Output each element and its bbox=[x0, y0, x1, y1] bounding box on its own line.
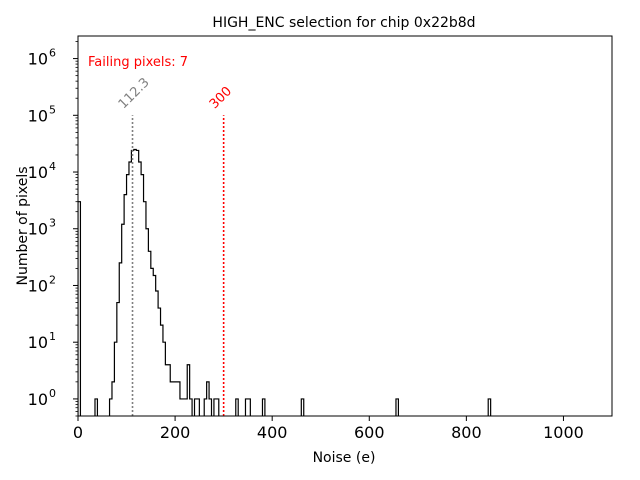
y-tick-label: 103 bbox=[28, 217, 56, 239]
y-tick-exponent: 6 bbox=[49, 47, 56, 60]
plot-frame bbox=[77, 35, 613, 417]
x-axis: 0 200 400 600 800 1000 bbox=[73, 416, 584, 442]
threshold-label-1: 300 bbox=[207, 84, 235, 112]
y-tick-label: 101 bbox=[28, 330, 56, 352]
y-tick-exponent: 4 bbox=[49, 160, 56, 173]
x-tick-label: 200 bbox=[160, 423, 191, 442]
x-tick-label: 0 bbox=[73, 423, 83, 442]
x-tick-label: 800 bbox=[451, 423, 482, 442]
histogram-step-line bbox=[78, 148, 492, 416]
x-tick-label: 600 bbox=[354, 423, 385, 442]
threshold-label-0: 112.3 bbox=[116, 75, 153, 112]
y-axis-label: Number of pixels bbox=[15, 166, 31, 285]
x-axis-label: Noise (e) bbox=[313, 450, 376, 466]
y-tick-exponent: 5 bbox=[49, 103, 56, 116]
y-tick-label: 100 bbox=[28, 387, 56, 409]
y-tick-label: 106 bbox=[28, 47, 56, 69]
chart-title: HIGH_ENC selection for chip 0x22b8d bbox=[212, 15, 475, 31]
x-tick-label: 1000 bbox=[543, 423, 584, 442]
y-tick-label: 104 bbox=[28, 160, 56, 182]
y-tick-exponent: 2 bbox=[49, 273, 56, 286]
failing-pixels-annotation: Failing pixels: 7 bbox=[88, 55, 188, 70]
x-tick-label: 400 bbox=[257, 423, 288, 442]
y-tick-label: 102 bbox=[28, 273, 56, 295]
y-tick-exponent: 0 bbox=[49, 387, 56, 400]
y-tick-exponent: 1 bbox=[49, 330, 56, 343]
y-tick-label: 105 bbox=[28, 103, 56, 125]
y-tick-exponent: 3 bbox=[49, 217, 56, 230]
plot-area: 112.3 300 Failing pixels: 7 bbox=[78, 55, 492, 416]
